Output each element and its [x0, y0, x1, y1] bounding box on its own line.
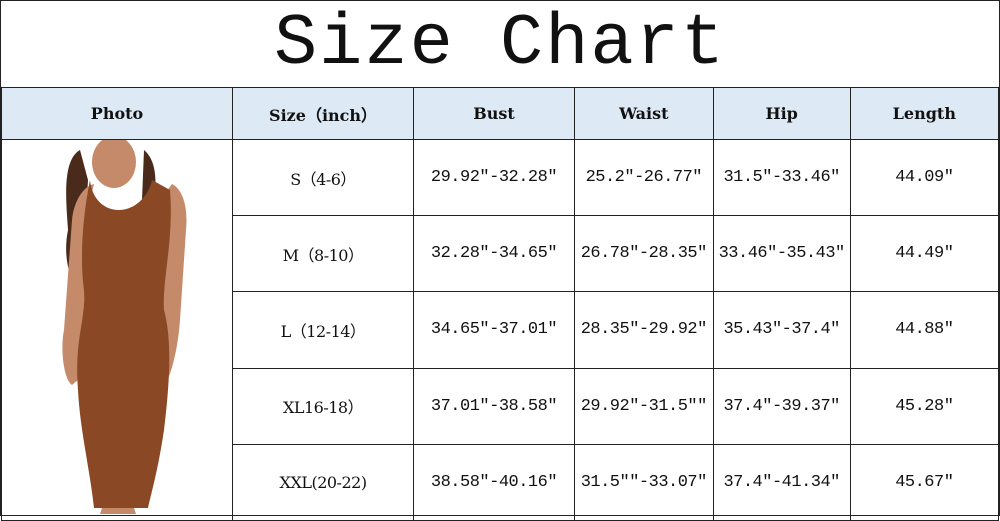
hip-cell: 31.5″-33.46″ — [712, 138, 851, 217]
size-cell: L（12-14） — [231, 291, 415, 369]
length-cell: 44.09″ — [849, 138, 1000, 217]
length-cell: 44.49″ — [849, 215, 1000, 293]
waist-cell: 28.35″-29.92″ — [573, 291, 714, 369]
hip-cell: 35.43″-37.4″ — [712, 291, 851, 369]
size-cell: XL16-18） — [231, 367, 415, 445]
table-row: XXL(20-22) 38.58″-40.16″ 31.5″″-33.07″ 37.4… — [2, 443, 1000, 521]
bust-cell: 32.28″-34.65″ — [413, 215, 575, 293]
table-row: S（4-6） 29.92″-32.28″ 25.2″-26.77″ 31.5″-33.… — [1, 136, 1000, 521]
hip-cell: 37.4″-41.34″ — [712, 443, 851, 521]
bust-cell: 34.65″-37.01″ — [413, 291, 575, 369]
size-cell: M（8-10） — [231, 215, 415, 293]
header-photo: Photo — [1, 87, 233, 140]
header-hip: Hip — [712, 87, 851, 140]
bust-cell: 37.01″-38.58″ — [413, 367, 575, 445]
bust-cell: 38.58″-40.16″ — [413, 443, 575, 521]
waist-cell: 26.78″-28.35″ — [573, 215, 714, 293]
header-waist: Waist — [573, 87, 714, 140]
header-length: Length — [849, 87, 1000, 140]
length-cell: 45.67″ — [849, 443, 1000, 521]
bust-cell: 29.92″-32.28″ — [413, 138, 575, 217]
header-row: Photo Size（inch） Bust Waist Hip Length — [1, 87, 1000, 140]
chart-title: Size Chart — [1, 1, 999, 88]
size-cell: XXL(20-22) — [231, 443, 415, 521]
dress-photo — [62, 136, 187, 514]
table-row: M（8-10） 32.28″-34.65″ 26.78″-28.35″ 33.46″-… — [2, 215, 1000, 293]
length-cell: 44.88″ — [849, 291, 1000, 369]
size-cell: S（4-6） — [231, 138, 415, 217]
hip-cell: 37.4″-39.37″ — [712, 367, 851, 445]
header-bust: Bust — [413, 87, 575, 140]
waist-cell: 25.2″-26.77″ — [573, 138, 714, 217]
waist-cell: 29.92″-31.5″″ — [573, 367, 714, 445]
table-row: XL16-18） 37.01″-38.58″ 29.92″-31.5″″ 37.4″-… — [2, 367, 1000, 445]
size-table: Photo Size（inch） Bust Waist Hip Length S… — [1, 87, 1000, 521]
hip-cell: 33.46″-35.43″ — [712, 215, 851, 293]
photo-cell — [1, 136, 233, 521]
waist-cell: 31.5″″-33.07″ — [573, 443, 714, 521]
table-row: L（12-14） 34.65″-37.01″ 28.35″-29.92″ 35.43″… — [2, 291, 1000, 369]
length-cell: 45.28″ — [849, 367, 1000, 445]
header-size: Size（inch） — [231, 87, 415, 140]
